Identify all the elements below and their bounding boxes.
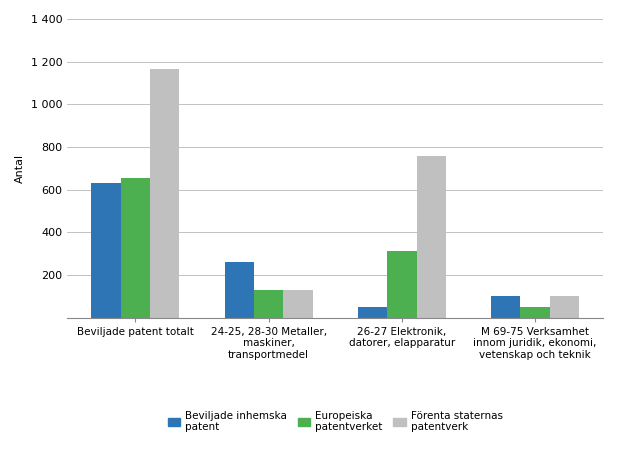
Bar [150,69,180,318]
Y-axis label: Antal: Antal [15,154,25,183]
Bar [417,156,446,318]
Bar [387,251,417,318]
Bar [254,290,284,318]
Legend: Beviljade inhemska
patent, Europeiska
patentverket, Förenta staternas
patentverk: Beviljade inhemska patent, Europeiska pa… [163,407,507,437]
Bar [521,307,550,318]
Bar [284,290,313,318]
Bar [550,296,579,318]
Bar [358,307,387,318]
Bar [491,296,521,318]
Bar [121,178,150,318]
Bar [225,262,254,318]
Bar [92,183,121,318]
